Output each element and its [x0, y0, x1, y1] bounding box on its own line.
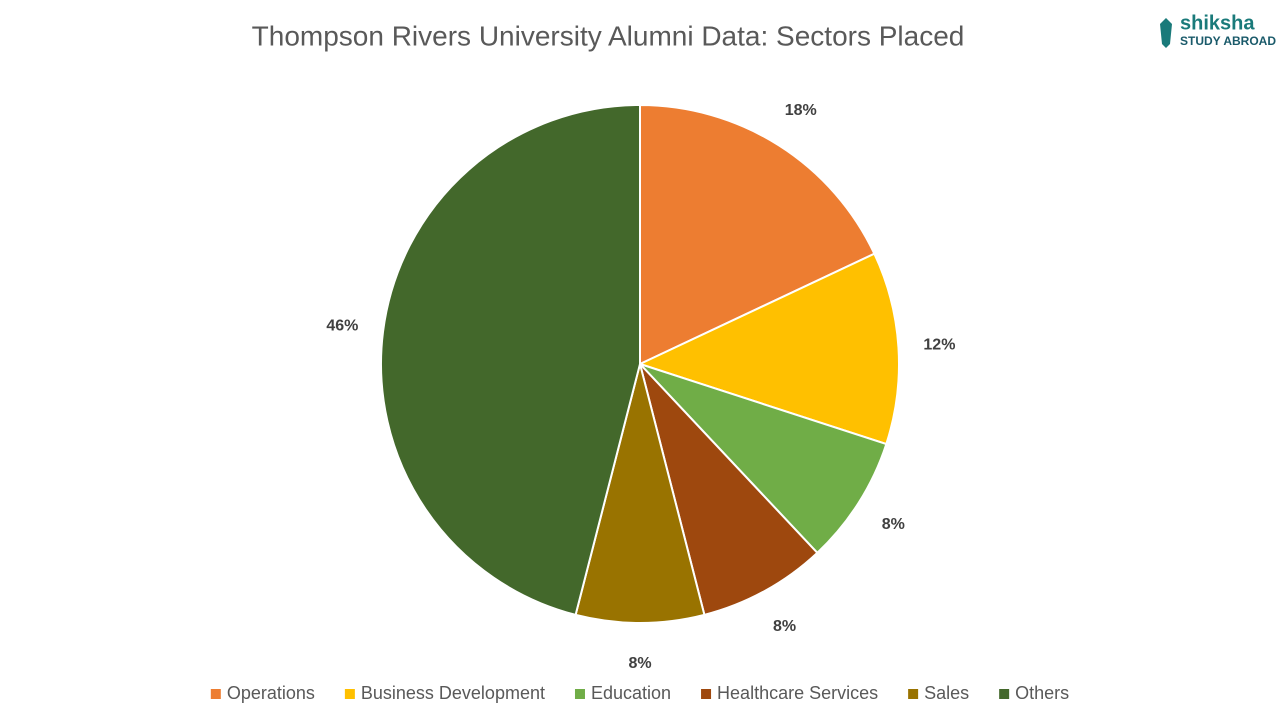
logo: shiksha STUDY ABROAD	[1160, 12, 1276, 48]
data-label: 46%	[326, 318, 358, 335]
chart-title: Thompson Rivers University Alumni Data: …	[252, 20, 965, 51]
legend-label: Operations	[227, 683, 315, 703]
pie-slice	[639, 103, 876, 366]
legend-swatch	[574, 689, 585, 699]
pie-slice	[639, 363, 819, 617]
legend-label: Sales	[924, 683, 969, 703]
logo-icon	[1160, 18, 1172, 48]
data-label: 8%	[882, 516, 905, 533]
legend-label: Business Development	[361, 683, 545, 703]
data-label: 8%	[773, 618, 796, 635]
data-label: 18%	[785, 102, 817, 119]
legend-label: Healthcare Services	[717, 683, 878, 703]
legend-label: Others	[1015, 683, 1069, 703]
pie-slice	[574, 363, 706, 624]
legend-swatch	[701, 689, 712, 699]
data-label: 8%	[628, 655, 651, 672]
pie-slice	[637, 252, 900, 446]
legend-swatch	[999, 689, 1010, 699]
logo-name: shiksha	[1180, 12, 1255, 34]
legend-label: Education	[591, 683, 671, 703]
data-label: 12%	[923, 336, 955, 353]
logo-tagline: STUDY ABROAD	[1180, 34, 1276, 48]
legend-swatch	[908, 689, 919, 699]
legend-swatch	[344, 689, 355, 699]
pie-slice	[639, 363, 888, 555]
legend-swatch	[210, 689, 221, 699]
pie-slice	[380, 103, 641, 617]
